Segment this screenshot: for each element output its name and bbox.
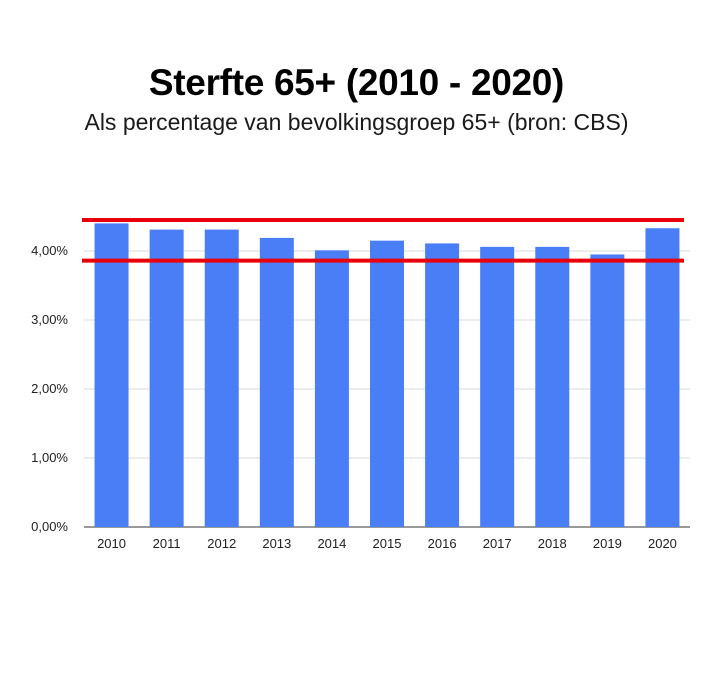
bar xyxy=(645,228,680,528)
x-tick-label: 2017 xyxy=(483,536,512,551)
x-tick-label: 2019 xyxy=(593,536,622,551)
bar xyxy=(535,246,570,528)
bar xyxy=(314,250,349,527)
y-tick-label: 0,00% xyxy=(31,519,68,534)
x-tick-label: 2014 xyxy=(317,536,346,551)
x-tick-label: 2010 xyxy=(97,536,126,551)
bar xyxy=(590,254,625,527)
bar xyxy=(259,237,294,527)
y-tick-label: 1,00% xyxy=(31,450,68,465)
bar xyxy=(370,240,404,527)
y-tick-label: 3,00% xyxy=(31,312,68,327)
bar xyxy=(149,229,184,528)
x-tick-label: 2011 xyxy=(153,536,181,551)
chart-subtitle: Als percentage van bevolkingsgroep 65+ (… xyxy=(84,109,629,135)
x-tick-label: 2012 xyxy=(207,536,236,551)
bar xyxy=(425,243,460,527)
bar xyxy=(480,246,515,528)
x-tick-label: 2018 xyxy=(538,536,567,551)
y-tick-label: 4,00% xyxy=(31,243,68,258)
x-tick-label: 2020 xyxy=(648,536,677,551)
x-tick-label: 2015 xyxy=(373,536,402,551)
x-tick-label: 2013 xyxy=(262,536,291,551)
chart-title: Sterfte 65+ (2010 - 2020) xyxy=(148,62,565,103)
x-tick-label: 2016 xyxy=(428,536,457,551)
y-tick-label: 2,00% xyxy=(31,381,68,396)
bar xyxy=(204,229,239,528)
bar xyxy=(94,223,129,527)
